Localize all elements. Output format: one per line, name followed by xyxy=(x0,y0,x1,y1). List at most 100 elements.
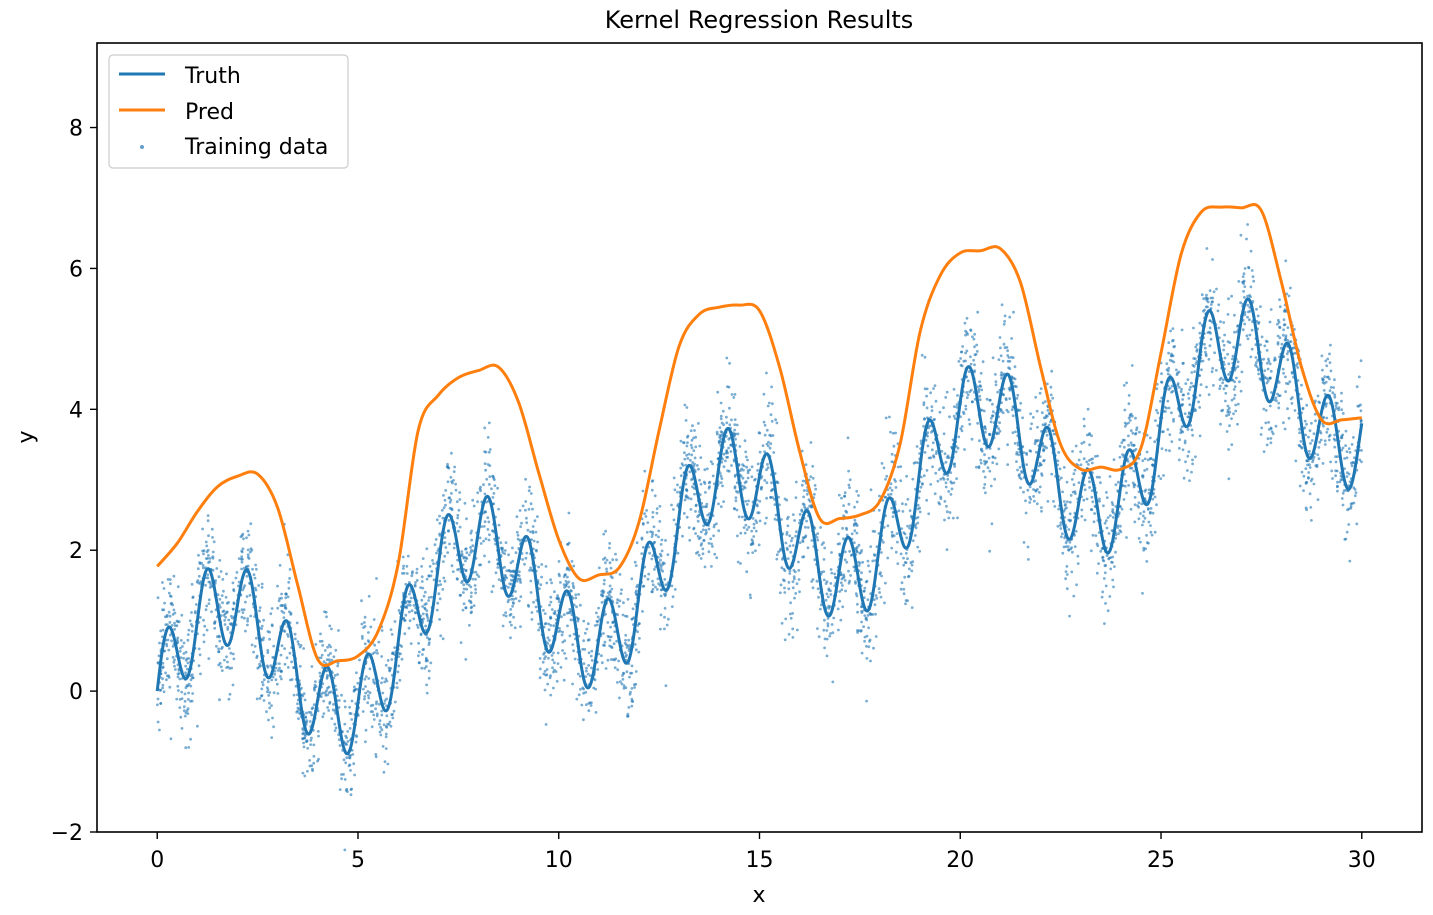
training-data-point xyxy=(1191,433,1194,437)
training-data-point xyxy=(344,742,348,746)
training-data-point xyxy=(512,602,515,605)
training-data-point xyxy=(566,575,569,579)
training-data-point xyxy=(374,707,377,711)
training-data-point xyxy=(208,560,212,563)
training-data-point xyxy=(1133,496,1137,499)
training-data-point xyxy=(393,700,397,704)
training-data-point xyxy=(1160,447,1164,450)
training-data-point xyxy=(510,623,513,627)
training-data-point xyxy=(1010,337,1013,340)
training-data-point xyxy=(645,530,649,534)
training-data-point xyxy=(744,523,748,527)
training-data-point xyxy=(725,449,729,452)
training-data-point xyxy=(231,581,235,585)
training-data-point xyxy=(1121,453,1124,456)
training-data-point xyxy=(1204,350,1207,354)
training-data-point xyxy=(414,611,418,615)
training-data-point xyxy=(1167,406,1171,410)
training-data-point xyxy=(1006,463,1010,466)
training-data-point xyxy=(945,390,949,394)
training-data-point xyxy=(176,684,180,688)
training-data-point xyxy=(544,723,548,726)
training-data-point xyxy=(319,656,323,660)
training-data-point xyxy=(1118,529,1122,532)
training-data-point xyxy=(1225,430,1229,433)
training-data-point xyxy=(415,579,419,582)
training-data-point xyxy=(874,612,877,616)
training-data-point xyxy=(906,557,909,561)
training-data-point xyxy=(584,703,588,707)
training-data-point xyxy=(658,504,662,508)
training-data-point xyxy=(530,611,534,614)
training-data-point xyxy=(458,525,462,529)
training-data-point xyxy=(242,537,245,541)
training-data-point xyxy=(309,711,313,714)
training-data-point xyxy=(227,697,231,701)
training-data-point xyxy=(1323,439,1327,443)
training-data-point xyxy=(768,446,772,450)
training-data-point xyxy=(277,669,280,672)
training-data-point xyxy=(896,465,900,469)
training-data-point xyxy=(309,743,312,746)
training-data-point xyxy=(696,550,700,554)
training-data-point xyxy=(303,774,307,778)
training-data-point xyxy=(793,570,797,574)
training-data-point xyxy=(532,600,535,604)
training-data-point xyxy=(191,692,195,695)
training-data-point xyxy=(670,584,674,588)
training-data-point xyxy=(1182,361,1185,365)
training-data-point xyxy=(385,697,388,701)
training-data-point xyxy=(168,578,172,581)
training-data-point xyxy=(1016,443,1020,447)
training-data-point xyxy=(966,379,970,383)
training-data-point xyxy=(302,647,305,650)
training-data-point xyxy=(379,726,382,729)
training-data-point xyxy=(547,656,550,660)
training-data-point xyxy=(202,552,205,556)
training-data-point xyxy=(1153,440,1157,444)
training-data-point xyxy=(483,554,486,558)
training-data-point xyxy=(418,650,421,654)
training-data-point xyxy=(1215,287,1218,291)
training-data-point xyxy=(1107,532,1111,535)
training-data-point xyxy=(679,474,683,478)
training-data-point xyxy=(221,578,225,581)
training-data-point xyxy=(1006,359,1010,363)
training-data-point xyxy=(202,633,206,637)
training-data-point xyxy=(560,633,564,637)
training-data-point xyxy=(218,661,222,665)
training-data-point xyxy=(468,623,471,627)
training-data-point xyxy=(434,538,438,541)
training-data-point xyxy=(719,505,723,508)
training-data-point xyxy=(904,602,907,606)
training-data-point xyxy=(916,521,920,525)
training-data-point xyxy=(197,647,201,651)
training-data-point xyxy=(1008,315,1012,319)
training-data-point xyxy=(405,572,409,575)
training-data-point xyxy=(240,555,244,559)
training-data-point xyxy=(949,480,953,484)
training-data-point xyxy=(496,486,499,490)
training-data-point xyxy=(1284,390,1287,393)
training-data-point xyxy=(745,570,749,574)
training-data-point xyxy=(253,576,257,580)
training-data-point xyxy=(1088,486,1091,489)
training-data-point xyxy=(1150,533,1154,537)
training-data-point xyxy=(444,546,448,549)
training-data-point xyxy=(739,531,743,535)
training-data-point xyxy=(830,551,833,554)
training-data-point xyxy=(1060,476,1063,480)
training-data-point xyxy=(916,461,920,465)
training-data-point xyxy=(965,396,969,400)
training-data-point xyxy=(1108,475,1112,478)
training-data-point xyxy=(1226,410,1230,414)
training-data-point xyxy=(869,612,873,616)
training-data-point xyxy=(845,560,849,564)
training-data-point xyxy=(253,644,257,648)
training-data-point xyxy=(1134,432,1137,436)
training-data-point xyxy=(1287,294,1291,298)
training-data-point xyxy=(1103,521,1107,525)
training-data-point xyxy=(1322,389,1326,392)
training-data-point xyxy=(984,427,987,431)
training-data-point xyxy=(574,593,578,597)
